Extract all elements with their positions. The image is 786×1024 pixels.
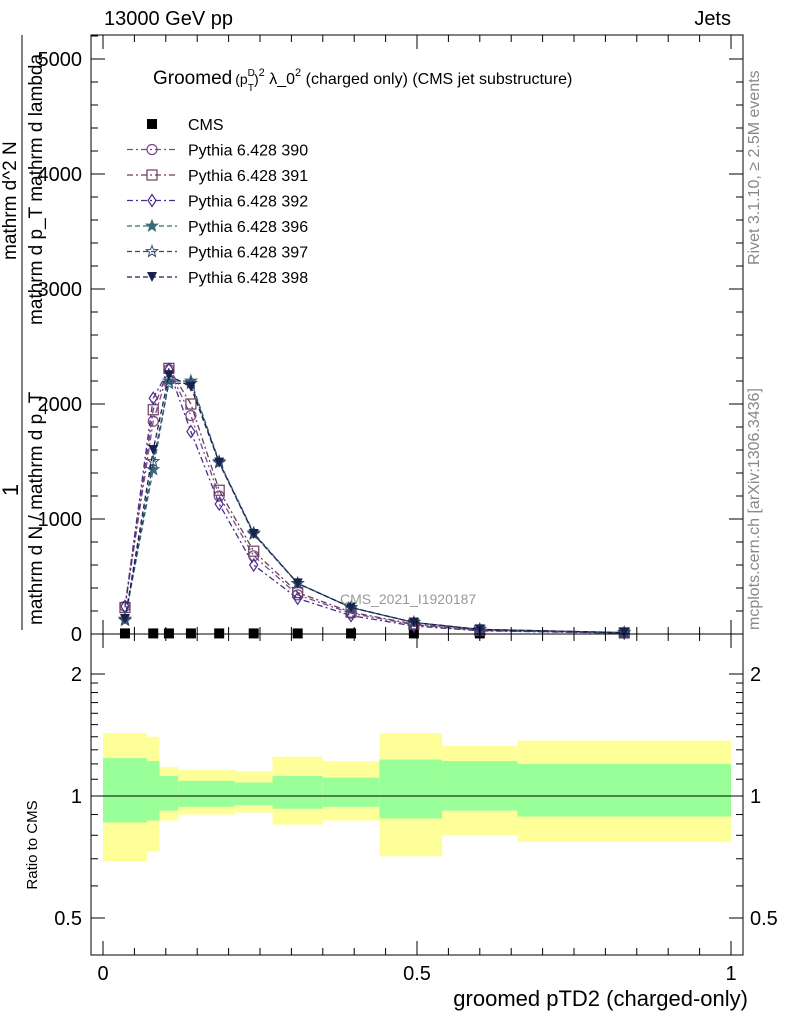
data-point-0-2 [163, 628, 174, 639]
ratio-inner-band-1 [146, 761, 160, 821]
x-tick-label: 0.5 [403, 963, 431, 985]
header-process-label: 13000 GeV pp [104, 8, 233, 30]
ratio-y-tick-label-right: 0.5 [750, 908, 778, 930]
legend: CMS Pythia 6.428 390 Pythia 6.428 391 Pythi… [127, 117, 308, 287]
main-y-tick-label: 4000 [38, 164, 83, 186]
data-point-3-4 [214, 496, 224, 512]
data-point-0-4 [214, 628, 225, 639]
svg-text:mathrm d N / mathrm d p_T: mathrm d N / mathrm d p_T [26, 391, 47, 625]
legend-label-1: Pythia 6.428 390 [188, 143, 308, 160]
data-point-1-3 [185, 409, 197, 422]
ratio-inner-band-10 [517, 763, 731, 817]
main-y-axis-label: 1 mathrm d N / mathrm d p_T mathrm d^2 N… [0, 35, 47, 630]
data-point-6-8 [408, 617, 419, 628]
legend-label-6: Pythia 6.428 398 [188, 270, 308, 287]
data-point-6-4 [214, 457, 225, 468]
ratio-inner-band-2 [159, 776, 179, 811]
data-point-2-5 [248, 545, 260, 557]
analysis-watermark: CMS_2021_I1920187 [340, 591, 476, 607]
data-point-6-1 [148, 445, 159, 455]
ratio-y-tick-label: 2 [71, 664, 82, 686]
ratio-inner-band-0 [103, 758, 147, 823]
legend-marker-0 [147, 119, 157, 129]
ratio-y-tick-label: 0.5 [54, 908, 82, 930]
ratio-y-tick-label-right: 1 [750, 786, 761, 808]
ratio-axis-ticks: 0.5 0.5 1 1 2 2 0 0.5 1 [54, 634, 778, 985]
legend-marker-6 [147, 272, 157, 282]
series-line-1 [124, 367, 625, 634]
main-curves [117, 362, 632, 641]
main-axis-ticks: 0 1000 2000 3000 4000 5000 [38, 35, 743, 646]
x-axis-label: groomed pTD2 (charged-only) [453, 986, 748, 1011]
data-point-1-4 [213, 490, 225, 502]
data-point-6-3 [185, 381, 196, 392]
main-y-tick-label: 5000 [38, 49, 83, 71]
data-point-0-0 [119, 628, 130, 639]
main-y-tick-label: 0 [71, 624, 82, 646]
legend-label-5: Pythia 6.428 397 [188, 245, 308, 262]
data-point-5-1 [146, 454, 161, 468]
data-point-2-4 [213, 484, 225, 496]
svg-text:1: 1 [0, 484, 23, 496]
x-tick-label: 1 [725, 963, 736, 985]
main-y-tick-label: 3000 [38, 279, 83, 301]
series-line-3 [124, 367, 625, 634]
data-point-0-1 [148, 628, 159, 639]
ratio-inner-band-9 [442, 761, 518, 811]
data-point-6-2 [163, 370, 174, 381]
data-point-6-10 [619, 627, 630, 638]
legend-label-3: Pythia 6.428 392 [188, 194, 308, 211]
svg-text:mathrm d p_T mathrm d lambda: mathrm d p_T mathrm d lambda [26, 54, 47, 325]
data-point-0-5 [248, 628, 259, 639]
main-y-tick-label: 1000 [38, 509, 83, 531]
ratio-inner-band-3 [178, 780, 204, 807]
data-point-4-1 [146, 462, 161, 476]
data-point-6-0 [119, 614, 130, 625]
plot-title: Groomed (pD T)2 λ_02 (charged only) (CMS j… [153, 67, 572, 94]
header-category-label: Jets [694, 8, 731, 30]
ratio-y-tick-label: 1 [71, 786, 82, 808]
svg-text:mathrm d^2 N: mathrm d^2 N [0, 141, 21, 260]
data-point-3-5 [248, 557, 259, 573]
legend-label-0: CMS [188, 117, 224, 134]
data-point-3-7 [346, 608, 356, 623]
ratio-y-axis-label: Ratio to CMS [24, 800, 41, 889]
ratio-bands [103, 733, 731, 862]
ratio-y-tick-label-right: 2 [750, 664, 761, 686]
data-point-3-6 [292, 591, 303, 606]
data-point-2-3 [185, 398, 197, 410]
data-point-6-5 [248, 528, 259, 539]
legend-marker-3 [147, 193, 157, 208]
ratio-inner-band-6 [272, 776, 323, 809]
data-point-6-6 [292, 578, 303, 589]
ratio-inner-band-5 [234, 782, 273, 806]
ratio-inner-band-4 [203, 780, 235, 807]
data-point-0-3 [185, 628, 196, 639]
x-tick-label: 0 [97, 963, 108, 985]
legend-marker-1 [146, 143, 158, 156]
data-point-0-6 [292, 628, 303, 639]
legend-marker-4 [144, 218, 160, 233]
ratio-inner-band-8 [379, 759, 443, 819]
legend-marker-5 [144, 244, 160, 258]
data-point-0-8 [408, 628, 419, 639]
data-point-0-7 [346, 628, 357, 639]
data-point-6-7 [346, 602, 357, 613]
legend-label-4: Pythia 6.428 396 [188, 219, 308, 236]
main-y-tick-label: 2000 [38, 394, 83, 416]
legend-marker-2 [146, 169, 158, 181]
data-point-5-2 [161, 375, 176, 390]
data-point-3-1 [148, 391, 158, 406]
data-point-1-1 [147, 415, 159, 427]
data-point-3-3 [186, 424, 196, 439]
legend-label-2: Pythia 6.428 391 [188, 168, 308, 185]
ratio-inner-band-7 [322, 777, 380, 807]
